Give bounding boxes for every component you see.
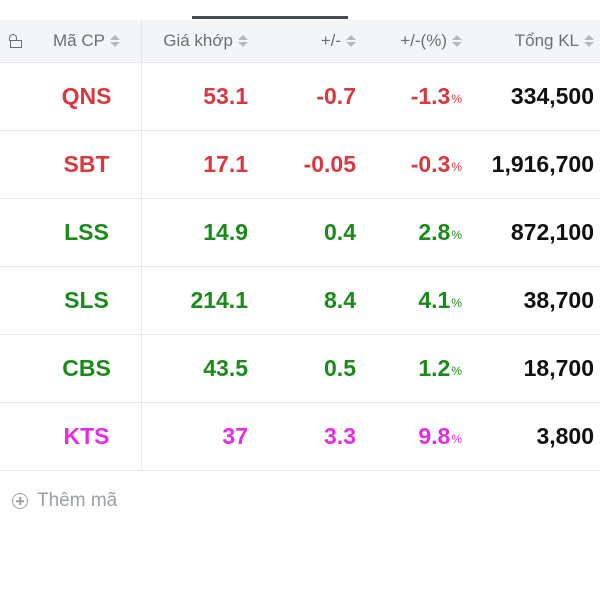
match-price: 43.5 [203,355,248,381]
sort-icon [109,35,120,47]
stock-symbol: KTS [32,403,142,470]
sort-icon [584,35,594,47]
percent-sign: % [451,92,462,106]
stock-symbol: SBT [32,131,142,198]
price-change: -0.7 [316,83,356,109]
sort-price-header[interactable]: Giá khớp [142,20,248,62]
match-price: 14.9 [203,219,248,245]
total-volume: 18,700 [523,355,594,381]
percent-sign: % [451,364,462,378]
percent-value: 1.2 [418,355,451,381]
add-symbol-label: Thêm mã [37,490,118,511]
total-volume: 38,700 [523,287,594,313]
stock-symbol: LSS [32,199,142,266]
percent-change: 2.8% [356,199,462,266]
lock-button[interactable] [0,20,32,62]
percent-change: -0.3% [356,131,462,198]
header-symbol-label: Mã CP [53,31,105,50]
percent-value: 9.8 [418,423,451,449]
sort-percent-header[interactable]: +/-(%) [356,20,462,62]
stock-symbol: SLS [32,267,142,334]
price-change: 0.4 [324,219,356,245]
price-change: 8.4 [324,287,356,313]
percent-value: 2.8 [418,219,451,245]
table-row[interactable]: SBT 17.1 -0.05 -0.3% 1,916,700 [0,131,600,199]
table-row[interactable]: LSS 14.9 0.4 2.8% 872,100 [0,199,600,267]
sort-icon [238,35,248,47]
match-price: 214.1 [190,287,248,313]
table-header: Mã CP Giá khớp +/- +/-(%) Tổng KL [0,20,600,63]
percent-change: 1.2% [356,335,462,402]
header-change-label: +/- [320,31,341,50]
total-volume: 334,500 [510,83,594,109]
price-change: 0.5 [324,355,356,381]
match-price: 53.1 [203,83,248,109]
percent-sign: % [451,228,462,242]
watchlist-table: QNS 53.1 -0.7 -1.3% 334,500 SBT 17.1 -0.… [0,63,600,471]
percent-change: -1.3% [356,63,462,130]
sort-symbol-header[interactable]: Mã CP [32,20,142,62]
tab-indicator [192,16,348,19]
percent-change: 9.8% [356,403,462,470]
percent-value: -1.3 [410,83,451,109]
percent-value: 4.1 [418,287,451,313]
percent-value: -0.3 [410,151,451,177]
header-percent-label: +/-(%) [400,31,447,50]
header-volume-label: Tổng KL [514,31,579,50]
total-volume: 1,916,700 [491,151,594,177]
table-row[interactable]: CBS 43.5 0.5 1.2% 18,700 [0,335,600,403]
percent-sign: % [451,160,462,174]
stock-symbol: QNS [32,63,142,130]
unlock-icon [8,34,24,48]
table-row[interactable]: QNS 53.1 -0.7 -1.3% 334,500 [0,63,600,131]
add-symbol-button[interactable]: Thêm mã [12,490,117,512]
table-row[interactable]: KTS 37 3.3 9.8% 3,800 [0,403,600,471]
percent-change: 4.1% [356,267,462,334]
plus-circle-icon [12,493,28,509]
match-price: 37 [222,423,248,449]
percent-sign: % [451,296,462,310]
total-volume: 3,800 [536,423,594,449]
sort-volume-header[interactable]: Tổng KL [462,20,600,62]
price-change: 3.3 [324,423,356,449]
sort-icon [346,35,356,47]
price-change: -0.05 [303,151,356,177]
stock-symbol: CBS [32,335,142,402]
percent-sign: % [451,432,462,446]
header-price-label: Giá khớp [163,31,233,50]
total-volume: 872,100 [510,219,594,245]
match-price: 17.1 [203,151,248,177]
table-row[interactable]: SLS 214.1 8.4 4.1% 38,700 [0,267,600,335]
sort-change-header[interactable]: +/- [248,20,356,62]
sort-icon [452,35,462,47]
